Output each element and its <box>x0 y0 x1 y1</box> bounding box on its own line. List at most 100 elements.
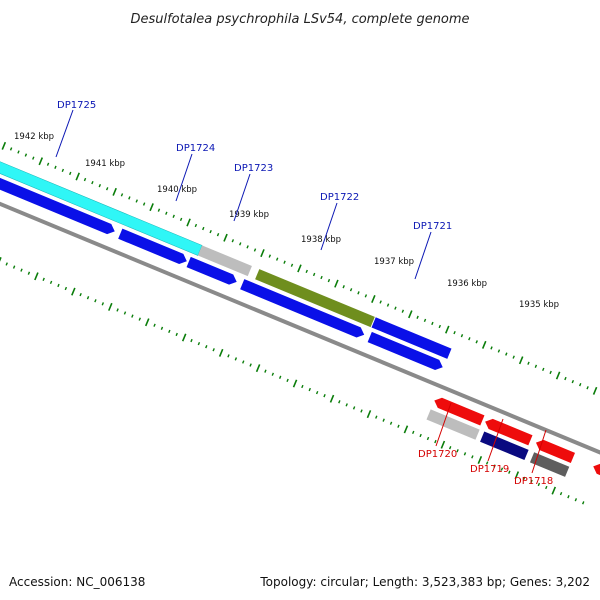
outer-tick-mark <box>179 217 183 222</box>
gene-dp1724[interactable] <box>197 245 252 277</box>
inner-tick-mark <box>101 302 105 306</box>
gene-dp1723[interactable] <box>186 256 239 287</box>
inner-tick-mark <box>375 415 378 419</box>
inner-tick-mark <box>338 400 341 404</box>
inner-tick-mark <box>181 333 187 342</box>
gene-labels: DP1725 DP1724 DP1723 DP1722 DP1721 DP172… <box>57 100 553 487</box>
inner-tick-mark <box>366 410 372 419</box>
outer-tick-mark <box>142 202 146 206</box>
outer-tick-mark <box>112 187 117 196</box>
gene-label[interactable]: DP1720 <box>418 449 457 460</box>
leader-lines <box>55 109 547 474</box>
outer-tick-mark <box>431 321 434 326</box>
inner-tick-mark <box>500 467 504 471</box>
outer-tick-mark <box>527 361 530 365</box>
outer-tick-mark <box>320 275 323 280</box>
outer-tick-mark <box>283 260 286 264</box>
inner-tick-mark <box>5 262 8 266</box>
inner-tick-mark <box>545 485 548 490</box>
outer-tick-mark <box>91 180 94 185</box>
inner-tick-mark <box>249 363 252 367</box>
inner-tick-mark <box>448 446 452 450</box>
outer-tick-mark <box>231 239 235 243</box>
inner-tick-mark <box>456 449 459 453</box>
inner-tick-mark <box>308 387 311 392</box>
leader-line <box>435 402 452 447</box>
outer-tick-mark <box>105 187 109 191</box>
inner-tick-mark <box>12 265 16 269</box>
gene-reverse-3[interactable] <box>534 438 576 464</box>
inner-tick-mark <box>403 425 409 434</box>
leader-line <box>175 153 193 202</box>
outer-tick-mark <box>223 233 228 242</box>
gene-label[interactable]: DP1721 <box>413 221 452 232</box>
gene-label[interactable]: DP1718 <box>514 476 553 487</box>
outer-tick-mark <box>386 303 390 307</box>
scale-label: 1942 kbp <box>14 132 54 142</box>
gene-forward-4[interactable] <box>240 279 366 340</box>
outer-tick-mark <box>342 285 345 289</box>
gene-forward-2[interactable] <box>118 228 189 267</box>
inner-tick-row <box>0 256 585 505</box>
gene-forward-1[interactable] <box>0 151 117 236</box>
outer-tick-mark <box>253 248 257 252</box>
outer-tick-mark <box>239 242 242 246</box>
gene-reverse-1[interactable] <box>432 395 485 426</box>
map-title: Desulfotalea psychrophila LSv54, complet… <box>130 12 469 27</box>
gene-label[interactable]: DP1722 <box>320 192 359 203</box>
gene-reverse-2[interactable] <box>483 417 533 446</box>
inner-tick-mark <box>20 268 23 272</box>
outer-tick-mark <box>578 383 582 387</box>
inner-tick-mark <box>412 430 415 435</box>
outer-tick-mark <box>401 309 405 313</box>
inner-tick-mark <box>389 421 393 425</box>
inner-tick-mark <box>42 277 45 281</box>
gene-dp1722[interactable] <box>255 269 375 328</box>
inner-tick-mark <box>94 299 97 303</box>
gene-label[interactable]: DP1723 <box>234 163 273 174</box>
inner-tick-mark <box>153 323 156 327</box>
gene-label[interactable]: DP1719 <box>470 464 509 475</box>
outer-tick-mark <box>438 324 442 329</box>
inner-tick-mark <box>34 272 39 281</box>
outer-tick-mark <box>549 370 552 375</box>
inner-tick-mark <box>537 482 541 487</box>
outer-tick-mark <box>555 371 561 380</box>
outer-tick-mark <box>38 157 44 166</box>
gene-dp1719[interactable] <box>480 431 529 461</box>
outer-tick-mark <box>149 203 154 212</box>
outer-tick-mark <box>157 208 161 212</box>
inner-tick-mark <box>144 318 150 327</box>
outer-tick-mark <box>120 193 124 197</box>
inner-tick-mark <box>123 311 127 315</box>
scale-labels: 1942 kbp 1941 kbp 1940 kbp 1939 kbp 1938… <box>14 132 559 310</box>
outer-tick-mark <box>305 269 308 274</box>
leader-line <box>320 202 338 251</box>
inner-tick-mark <box>440 440 446 449</box>
genome-strip <box>0 137 600 505</box>
inner-tick-mark <box>323 394 326 398</box>
outer-tick-mark <box>364 294 368 298</box>
gene-label[interactable]: DP1724 <box>176 143 215 154</box>
outer-tick-mark <box>98 184 102 188</box>
outer-tick-mark <box>497 349 501 353</box>
gene-dp1718[interactable] <box>529 452 570 477</box>
inner-tick-mark <box>397 424 400 428</box>
inner-tick-mark <box>582 501 585 505</box>
inner-tick-mark <box>292 379 298 388</box>
outer-tick-mark <box>135 199 138 203</box>
inner-tick-mark <box>190 338 193 343</box>
gene-dp1720[interactable] <box>426 409 480 440</box>
gene-dp1721[interactable] <box>371 317 452 359</box>
gene-reverse-4[interactable] <box>591 461 600 484</box>
outer-tick-mark <box>194 223 198 228</box>
gene-label[interactable]: DP1725 <box>57 100 96 111</box>
inner-tick-mark <box>463 452 467 456</box>
outer-tick-mark <box>586 386 589 390</box>
gene-forward-5[interactable] <box>367 331 445 372</box>
inner-tick-mark <box>138 317 141 321</box>
outer-tick-mark <box>1 141 7 150</box>
inner-tick-mark <box>352 406 356 410</box>
accession-text: Accession: NC_006138 <box>9 575 145 589</box>
